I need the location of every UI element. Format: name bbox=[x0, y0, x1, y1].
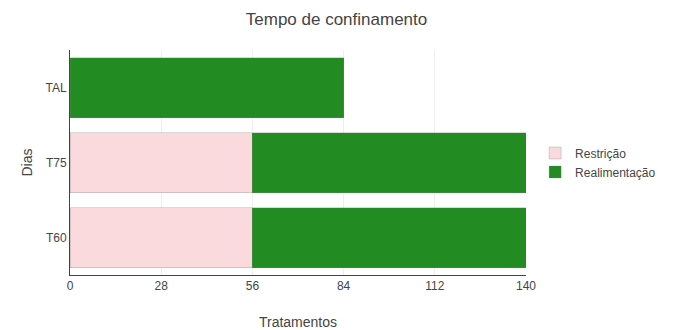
svg-text:TAL: TAL bbox=[45, 81, 66, 95]
svg-text:Dias: Dias bbox=[19, 148, 35, 176]
svg-text:T60: T60 bbox=[46, 231, 67, 245]
svg-text:56: 56 bbox=[246, 279, 260, 293]
svg-text:Tratamentos: Tratamentos bbox=[259, 314, 337, 330]
svg-text:0: 0 bbox=[67, 279, 74, 293]
svg-text:Restrição: Restrição bbox=[575, 147, 626, 161]
svg-text:84: 84 bbox=[337, 279, 351, 293]
svg-text:Realimentação: Realimentação bbox=[575, 166, 655, 180]
svg-text:T75: T75 bbox=[46, 156, 67, 170]
svg-text:Tempo de confinamento: Tempo de confinamento bbox=[246, 10, 427, 29]
svg-text:28: 28 bbox=[155, 279, 169, 293]
svg-text:112: 112 bbox=[425, 279, 444, 293]
svg-text:140: 140 bbox=[516, 279, 536, 293]
